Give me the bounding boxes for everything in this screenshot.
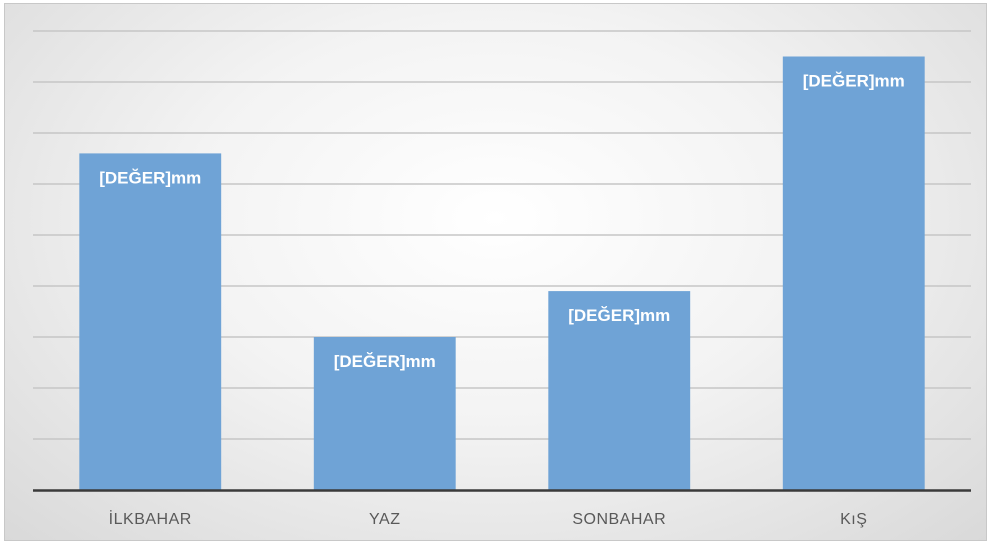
data-label-4: [DEĞER]mm <box>803 72 905 91</box>
category-label-3: SONBAHAR <box>572 511 666 528</box>
data-labels: [DEĞER]mm [DEĞER]mm [DEĞER]mm [DEĞER]mm <box>99 72 905 372</box>
category-label-4: KıŞ <box>840 511 867 528</box>
category-labels: İLKBAHAR YAZ SONBAHAR KıŞ <box>109 509 867 528</box>
data-label-1: [DEĞER]mm <box>99 168 201 187</box>
bar-2 <box>313 337 456 490</box>
bar-4 <box>782 56 925 490</box>
category-label-2: YAZ <box>369 511 400 528</box>
category-label-1: İLKBAHAR <box>109 509 192 528</box>
data-label-2: [DEĞER]mm <box>334 352 436 371</box>
bar-3 <box>548 291 691 490</box>
bar-1 <box>79 153 222 490</box>
bars <box>79 56 925 490</box>
data-label-3: [DEĞER]mm <box>568 306 670 325</box>
